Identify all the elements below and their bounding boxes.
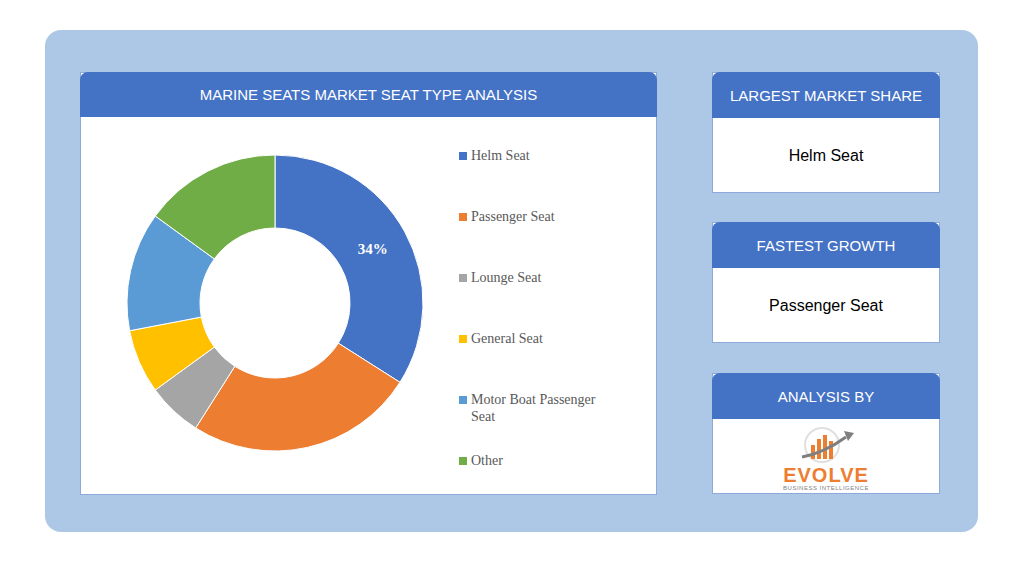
html-text:General Seat: General Seat <box>471 331 543 346</box>
html-text:EVOLVE: EVOLVE <box>783 463 869 486</box>
html-text:Passenger Seat: Passenger Seat <box>769 296 883 314</box>
html-text:BUSINESS INTELLIGENCE: BUSINESS INTELLIGENCE <box>783 484 869 491</box>
html-text:ANALYSIS BY: ANALYSIS BY <box>777 387 875 405</box>
html-text:Passenger Seat: Passenger Seat <box>471 209 555 224</box>
html-text:Motor Boat Passenger Seat: Motor Boat Passenger Seat <box>471 392 596 424</box>
html-text:LARGEST MARKET SHARE: LARGEST MARKET SHARE <box>730 86 922 104</box>
svg-text:34%: 34% <box>358 241 388 257</box>
html-text:MARINE SEATS MARKET SEAT TYPE: MARINE SEATS MARKET SEAT TYPE ANALYSIS <box>199 86 538 103</box>
html-text:Lounge Seat: Lounge Seat <box>471 270 542 285</box>
html-text:Other: Other <box>471 453 503 468</box>
html-text:FASTEST GROWTH: FASTEST GROWTH <box>756 236 896 254</box>
html-text:Helm Seat: Helm Seat <box>471 148 530 163</box>
html-text:Helm Seat: Helm Seat <box>788 146 864 164</box>
